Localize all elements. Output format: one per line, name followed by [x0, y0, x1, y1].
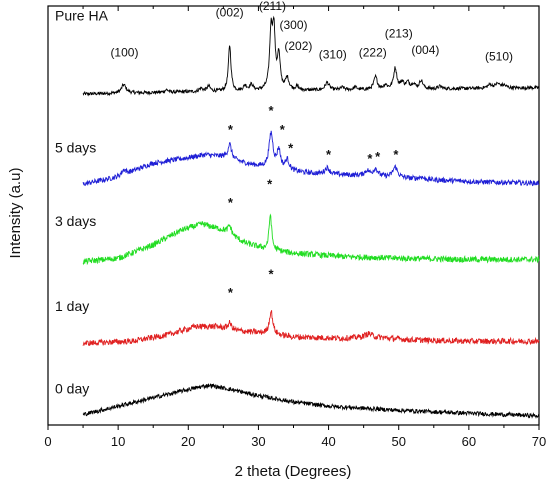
peak-marker: *	[228, 122, 234, 137]
peak-index-label: (222)	[359, 45, 387, 59]
peak-marker: *	[228, 195, 234, 210]
peak-index-label: (100)	[110, 45, 138, 59]
peak-index-label: (211)	[259, 0, 286, 13]
peak-marker: *	[267, 176, 273, 191]
peak-marker: *	[269, 266, 275, 281]
axes: 0 10 20 30 40 50 60 70	[44, 5, 546, 449]
series-label: 1 day	[55, 298, 89, 314]
y-axis-title: Intensity (a.u)	[7, 168, 24, 259]
peak-marker: *	[393, 147, 399, 162]
plot-frame	[47, 5, 540, 426]
peak-index-label: (510)	[485, 49, 513, 63]
peak-marker: *	[367, 151, 373, 166]
x-tick-label: 0	[44, 434, 51, 449]
peak-marker: *	[288, 141, 294, 156]
x-axis-title: 2 theta (Degrees)	[235, 463, 352, 480]
series-label: 3 days	[55, 213, 96, 229]
series-label: 0 day	[55, 381, 89, 397]
x-tick-label: 10	[111, 434, 125, 449]
peak-marker: *	[228, 285, 234, 300]
series-lines	[82, 15, 540, 419]
series-label: 5 days	[55, 140, 96, 156]
x-tick-label: 20	[181, 434, 195, 449]
peak-index-label: (004)	[411, 43, 439, 57]
peak-index-label: (213)	[385, 26, 413, 40]
series-line	[82, 213, 540, 266]
series-line	[82, 310, 540, 346]
x-tick-label: 30	[251, 434, 265, 449]
peak-marker: *	[280, 122, 286, 137]
x-tick-label: 60	[462, 434, 476, 449]
peak-index-label: (002)	[216, 5, 244, 19]
annotations: Pure HA 5 days 3 days 1 day 0 day (100) (002) (…	[55, 0, 513, 397]
x-tick-label: 40	[321, 434, 335, 449]
series-line	[82, 130, 540, 187]
peak-index-label: (300)	[279, 18, 307, 32]
series-line	[82, 383, 540, 419]
peak-index-label: (202)	[284, 39, 312, 53]
x-tick-label: 70	[532, 434, 546, 449]
peak-marker: *	[375, 149, 381, 164]
series-label: Pure HA	[55, 8, 109, 24]
peak-index-label: (310)	[319, 47, 347, 61]
peak-marker: *	[326, 147, 332, 162]
series-line	[82, 15, 540, 97]
peak-marker: *	[269, 103, 275, 118]
x-tick-label: 50	[391, 434, 405, 449]
